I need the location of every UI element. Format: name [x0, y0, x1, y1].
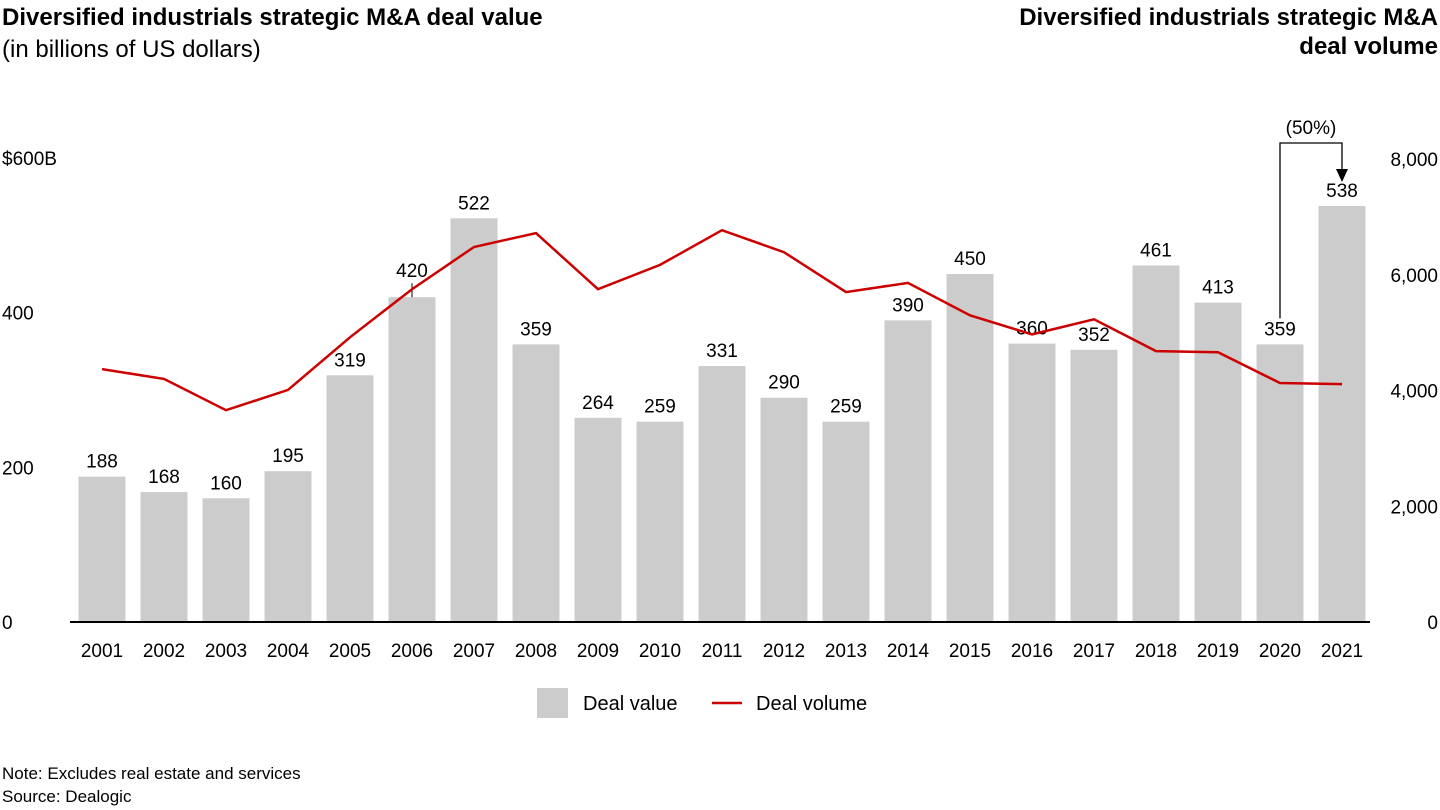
x-axis-tick-label: 2004 [267, 641, 310, 662]
left-axis-tick-label: 400 [2, 304, 34, 325]
bar-2018 [1132, 265, 1180, 622]
left-axis-tick-label: $600B [2, 149, 57, 170]
right-chart-title: Diversified industrials strategic M&A de… [1019, 3, 1438, 61]
x-axis-tick-label: 2002 [143, 641, 185, 662]
data-label: 390 [892, 295, 924, 316]
x-axis-tick-label: 2001 [81, 641, 123, 662]
bar-2021 [1318, 205, 1366, 623]
data-label: 331 [706, 341, 738, 362]
data-label: 359 [1264, 319, 1296, 340]
bar-2002 [140, 492, 188, 622]
x-axis-tick-label: 2017 [1073, 641, 1115, 662]
bar-2019 [1194, 302, 1242, 622]
right-axis-tick-label: 6,000 [1390, 266, 1438, 287]
right-axis-tick-label: 2,000 [1390, 497, 1438, 518]
bar-2012 [760, 397, 808, 622]
data-label: 538 [1326, 181, 1358, 202]
right-axis-tick-label: 0 [1427, 613, 1438, 634]
data-label: 259 [644, 397, 676, 418]
data-label: 168 [148, 467, 180, 488]
data-label: 360 [1016, 319, 1048, 340]
x-axis-tick-label: 2012 [763, 641, 805, 662]
right-axis-tick-label: 4,000 [1390, 382, 1438, 403]
data-label: 352 [1078, 325, 1110, 346]
bar-2020 [1256, 344, 1304, 622]
legend-label-deal-volume: Deal volume [756, 693, 867, 715]
data-label: 160 [210, 473, 242, 494]
annotation-bracket [1279, 142, 1343, 319]
bar-2016 [1008, 343, 1056, 622]
data-label: 290 [768, 373, 800, 394]
bar-2009 [574, 417, 622, 622]
data-label: 195 [272, 446, 304, 467]
bar-2005 [326, 375, 374, 622]
annotation-label: (50%) [1286, 118, 1337, 139]
bar-2010 [636, 421, 684, 622]
bar-2006 [388, 297, 436, 622]
right-axis-tick-label: 8,000 [1390, 150, 1438, 171]
x-axis-tick-label: 2006 [391, 641, 433, 662]
x-axis-tick-label: 2013 [825, 641, 867, 662]
x-axis-tick-label: 2009 [577, 641, 619, 662]
data-label: 188 [86, 452, 118, 473]
bar-2015 [946, 274, 994, 622]
x-axis-tick-label: 2010 [639, 641, 681, 662]
x-axis-tick-label: 2020 [1259, 641, 1301, 662]
bar-2011 [698, 366, 746, 622]
data-label: 420 [396, 261, 428, 282]
bar-2014 [884, 320, 932, 622]
x-axis-tick-label: 2007 [453, 641, 495, 662]
x-axis-tick-label: 2003 [205, 641, 247, 662]
x-axis-tick-label: 2016 [1011, 641, 1053, 662]
left-chart-title: Diversified industrials strategic M&A de… [2, 4, 543, 31]
right-title-line-2: deal volume [1299, 33, 1438, 60]
bar-2007 [450, 218, 498, 622]
bar-2013 [822, 421, 870, 622]
data-label: 413 [1202, 278, 1234, 299]
footnote: Note: Excludes real estate and services [2, 764, 301, 783]
bar-2017 [1070, 349, 1118, 622]
x-axis-tick-label: 2021 [1321, 641, 1363, 662]
annotation-arrowhead-icon [1336, 169, 1348, 182]
bar-2008 [512, 344, 560, 622]
x-axis-tick-label: 2014 [887, 641, 930, 662]
data-label: 259 [830, 397, 862, 418]
source: Source: Dealogic [2, 787, 132, 806]
legend-swatch-deal-value [537, 688, 568, 718]
x-axis-tick-label: 2018 [1135, 641, 1177, 662]
data-label: 319 [334, 350, 366, 371]
x-axis-tick-label: 2005 [329, 641, 371, 662]
x-axis-tick-label: 2008 [515, 641, 557, 662]
legend-label-deal-value: Deal value [583, 693, 678, 715]
right-title-line-1: Diversified industrials strategic M&A [1019, 4, 1438, 31]
data-label: 450 [954, 249, 986, 270]
data-label: 522 [458, 193, 490, 214]
bar-2004 [264, 471, 312, 622]
left-axis-tick-label: 0 [2, 613, 13, 634]
x-axis-tick-label: 2019 [1197, 641, 1239, 662]
left-chart-subtitle: (in billions of US dollars) [2, 36, 261, 63]
data-label: 264 [582, 393, 614, 414]
x-axis-tick-label: 2015 [949, 641, 991, 662]
data-label: 461 [1140, 240, 1172, 261]
bar-2003 [202, 498, 250, 622]
x-axis-tick-label: 2011 [702, 641, 743, 662]
data-label: 359 [520, 319, 552, 340]
left-axis-tick-label: 200 [2, 458, 34, 479]
bar-2001 [78, 476, 126, 622]
